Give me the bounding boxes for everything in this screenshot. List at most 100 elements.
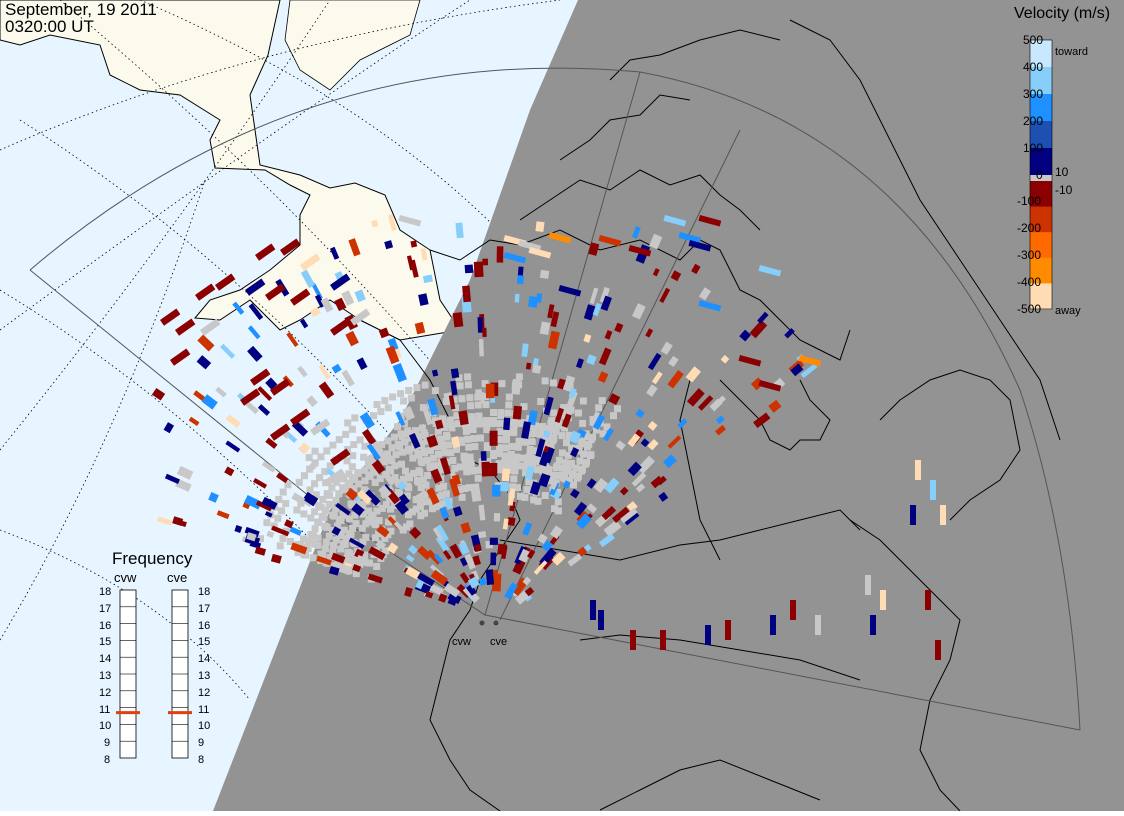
groundscatter-cell — [528, 438, 536, 446]
velocity-cell — [614, 322, 624, 333]
groundscatter-cell — [550, 434, 558, 442]
velocity-cell — [371, 219, 379, 228]
velocity-cell — [330, 246, 340, 260]
velocity-cell — [667, 435, 682, 449]
velocity-cell — [366, 443, 381, 461]
velocity-cell — [318, 381, 335, 399]
velocity-cell — [685, 366, 702, 383]
velocity-cell — [489, 430, 498, 446]
velocity-cell — [930, 480, 936, 500]
velocity-cell — [493, 513, 501, 522]
groundscatter-cell — [312, 491, 320, 499]
velocity-cell — [619, 486, 629, 496]
velocity-cell — [608, 393, 621, 406]
groundscatter-cell — [468, 413, 476, 421]
velocity-cell — [447, 592, 462, 605]
velocity-cell — [393, 520, 406, 534]
groundscatter-cell — [300, 472, 308, 480]
groundscatter-cell — [450, 396, 458, 404]
groundscatter-cell — [397, 430, 405, 438]
velocity-cell — [363, 514, 380, 529]
groundscatter-cell — [568, 471, 576, 479]
frequency-tick-cvw: 16 — [99, 619, 112, 632]
groundscatter-cell — [409, 454, 417, 462]
velocity-cell — [535, 438, 546, 458]
velocity-cell — [798, 354, 822, 367]
velocity-cell — [491, 573, 502, 592]
velocity-cell — [328, 565, 340, 576]
frequency-tick-cvw: 13 — [99, 670, 112, 682]
colorbar-tick: -500 — [1017, 302, 1042, 316]
site-marker-cve — [493, 620, 499, 626]
colorbar-tick: 300 — [1023, 86, 1044, 101]
groundscatter-cell — [452, 404, 459, 412]
groundscatter-cell — [549, 471, 557, 479]
velocity-cell — [174, 318, 196, 336]
groundscatter-cell — [340, 526, 348, 534]
velocity-cell — [635, 483, 646, 493]
groundscatter-cell — [378, 504, 386, 512]
groundscatter-cell — [525, 478, 533, 486]
colorbar-band — [1030, 121, 1052, 149]
velocity-cell — [460, 522, 472, 534]
groundscatter-cell — [585, 440, 593, 448]
velocity-cell — [464, 553, 476, 570]
groundscatter-cell — [348, 463, 356, 471]
velocity-cell — [329, 448, 351, 466]
groundscatter-cell — [387, 467, 395, 475]
velocity-cell — [355, 554, 369, 567]
velocity-cell — [426, 434, 439, 448]
colorbar-tick: -200 — [1017, 221, 1042, 236]
groundscatter-cell — [550, 379, 557, 387]
groundscatter-cell — [462, 421, 470, 429]
velocity-cell — [698, 214, 722, 227]
groundscatter-cell — [554, 498, 562, 506]
groundscatter-cell — [385, 495, 393, 503]
velocity-cell — [430, 569, 449, 586]
velocity-cell — [417, 545, 432, 561]
groundscatter-cell — [433, 503, 440, 511]
velocity-cell — [471, 570, 480, 581]
groundscatter-cell — [400, 397, 408, 405]
groundscatter-cell — [341, 541, 349, 549]
velocity-cell — [870, 615, 876, 635]
velocity-cell — [244, 400, 259, 415]
velocity-cell — [439, 506, 450, 520]
velocity-cell — [503, 252, 527, 264]
groundscatter-cell — [391, 474, 399, 482]
velocity-cell — [290, 542, 308, 555]
groundscatter-cell — [311, 508, 319, 516]
groundscatter-cell — [300, 510, 308, 518]
colorbar-tick: -400 — [1017, 275, 1042, 290]
velocity-cell — [270, 553, 282, 564]
velocity-cell — [331, 363, 342, 374]
groundscatter-cell — [323, 490, 331, 498]
colorbar-band — [1030, 283, 1052, 310]
velocity-cell — [915, 460, 921, 480]
frequency-tick-cvw: 11 — [99, 703, 111, 716]
groundscatter-cell — [330, 542, 337, 549]
groundscatter-cell — [329, 548, 337, 556]
groundscatter-cell — [501, 452, 509, 460]
groundscatter-cell — [504, 409, 512, 417]
groundscatter-cell — [441, 499, 449, 507]
groundscatter-cell — [427, 464, 435, 472]
velocity-cell — [758, 264, 782, 277]
groundscatter-cell — [369, 466, 377, 474]
velocity-cell — [271, 525, 290, 537]
groundscatter-cell — [505, 401, 513, 409]
velocity-cell — [512, 405, 523, 420]
velocity-cell — [345, 487, 359, 501]
velocity-cell — [691, 263, 701, 275]
groundscatter-cell — [361, 551, 369, 559]
velocity-cell — [588, 242, 600, 256]
groundscatter-cell — [333, 478, 341, 486]
velocity-cell — [637, 455, 655, 474]
velocity-cell — [485, 569, 495, 586]
velocity-cell — [316, 555, 332, 566]
groundscatter-cell — [337, 532, 345, 539]
groundscatter-cell — [415, 434, 423, 442]
velocity-cell — [466, 584, 477, 596]
groundscatter-cell — [421, 509, 429, 517]
velocity-cell — [660, 630, 666, 650]
